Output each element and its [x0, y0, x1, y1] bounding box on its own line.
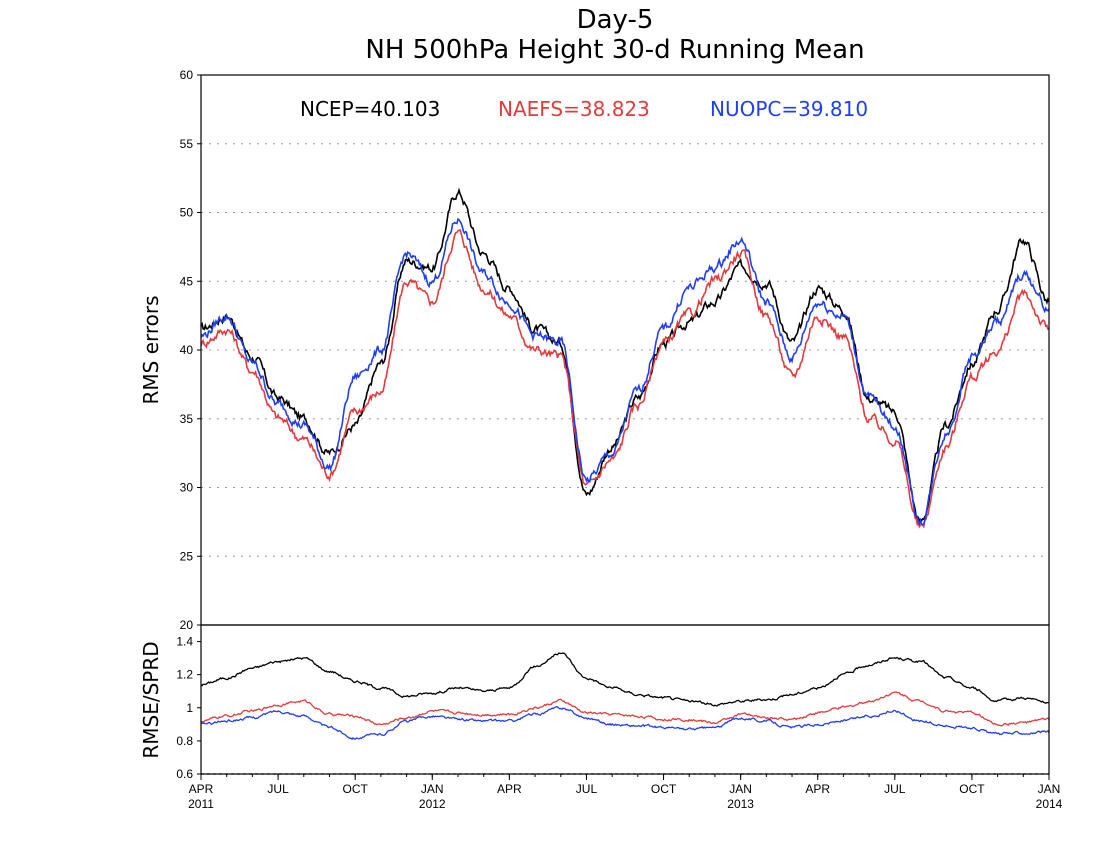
x-tick-label: APR: [805, 782, 830, 796]
x-tick-label: JAN: [1038, 782, 1061, 796]
top-y-tick-label: 20: [180, 618, 194, 632]
top-series-line-nuopc: [200, 217, 1050, 526]
bottom-plot-frame: [200, 624, 1050, 775]
top-y-tick-label: 30: [180, 481, 194, 495]
bottom-series-line-ncep: [200, 652, 1050, 707]
x-tick-label: APR: [189, 782, 214, 796]
bottom-y-ticks: 0.6 0.8 1 1.2 1.4: [176, 635, 201, 781]
bottom-y-tick-label: 1.4: [176, 635, 193, 649]
chart-title: Day-5: [577, 5, 654, 35]
legend-nuopc: NUOPC=39.810: [710, 97, 868, 121]
bottom-series-line-nuopc: [200, 706, 1050, 741]
bottom-series-line-naefs: [200, 691, 1050, 727]
x-tick-label: JAN: [729, 782, 752, 796]
top-series-group: [200, 187, 1050, 529]
x-tick-year: 2012: [419, 797, 446, 811]
top-y-tick-label: 55: [180, 137, 194, 151]
top-y-tick-label: 45: [180, 274, 194, 288]
bottom-y-tick-label: 0.8: [176, 734, 193, 748]
chart-subtitle: NH 500hPa Height 30-d Running Mean: [365, 35, 864, 65]
legend-naefs: NAEFS=38.823: [498, 97, 650, 121]
bottom-y-tick-label: 1: [186, 701, 193, 715]
top-y-tick-label: 50: [180, 206, 194, 220]
legend-ncep: NCEP=40.103: [300, 97, 440, 121]
x-tick-year: 2013: [727, 797, 754, 811]
x-tick-label: JUL: [576, 782, 598, 796]
bottom-y-tick-label: 1.2: [176, 668, 193, 682]
top-y-tick-label: 40: [180, 343, 194, 357]
bottom-y-axis-title: RMSE/SPRD: [139, 641, 163, 758]
x-tick-label: OCT: [959, 782, 985, 796]
bottom-y-tick-label: 0.6: [176, 767, 193, 781]
bottom-series-group: [200, 652, 1050, 741]
top-y-axis-title: RMS errors: [139, 295, 163, 404]
top-y-tick-label: 60: [180, 68, 194, 82]
x-tick-label: JUL: [267, 782, 289, 796]
x-tick-label: JUL: [884, 782, 906, 796]
x-tick-label: OCT: [343, 782, 369, 796]
top-grid: [201, 143, 1049, 557]
x-tick-year: 2014: [1036, 797, 1063, 811]
x-tick-label: APR: [497, 782, 522, 796]
top-y-tick-label: 25: [180, 549, 194, 563]
x-tick-year: 2011: [188, 797, 214, 811]
top-series-line-ncep: [200, 187, 1050, 523]
x-tick-label: JAN: [421, 782, 444, 796]
x-tick-label: OCT: [651, 782, 677, 796]
top-y-tick-label: 35: [180, 412, 194, 426]
top-y-ticks: 20 25 30 35 40 45 50 55 60: [180, 68, 201, 632]
top-series-line-naefs: [200, 228, 1050, 529]
